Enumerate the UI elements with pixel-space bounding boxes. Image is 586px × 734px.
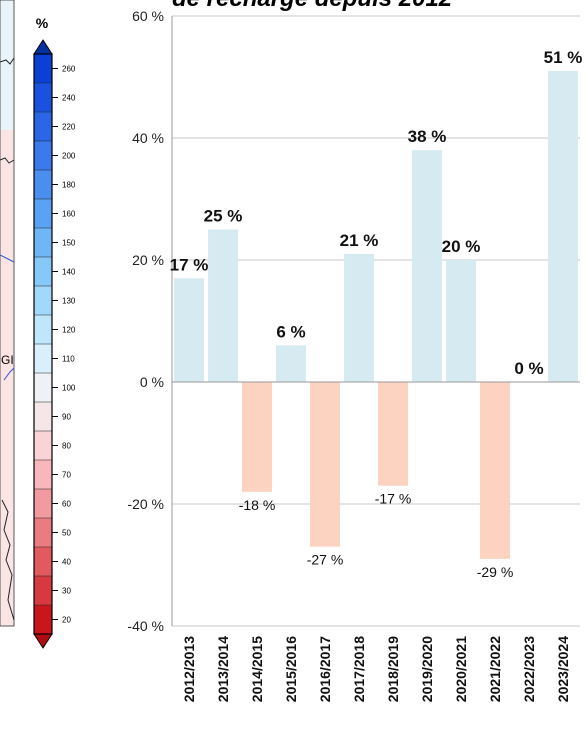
- colorbar-tick-label: 160: [62, 210, 76, 219]
- bar: [344, 253, 374, 382]
- map-strip-border: [0, 0, 15, 627]
- x-tick-label: 2018/2019: [385, 636, 401, 702]
- map-strip-top: [0, 0, 14, 130]
- colorbar-tick-label: 40: [62, 558, 71, 567]
- colorbar-unit: %: [36, 15, 49, 31]
- data-label: 51 %: [544, 48, 583, 67]
- data-label: 38 %: [408, 127, 447, 146]
- colorbar: GI% 260 240 220 200 180 160 150 140 130 120 110 100 9…: [0, 0, 76, 649]
- data-label: 17 %: [170, 255, 209, 274]
- colorbar-tick-label: 100: [62, 384, 76, 393]
- bar: [548, 70, 578, 383]
- x-tick-label: 2022/2023: [521, 636, 537, 702]
- x-tick-label: 2020/2021: [453, 636, 469, 702]
- map-label: GI: [1, 353, 14, 367]
- colorbar-tick-label: 180: [62, 181, 76, 190]
- colorbar-tick-label: 70: [62, 471, 71, 480]
- data-label: 6 %: [276, 322, 305, 341]
- map-strip: [0, 0, 14, 626]
- data-label: -17 %: [375, 491, 412, 507]
- bar: [242, 382, 272, 492]
- colorbar-tick-label: 90: [62, 413, 71, 422]
- x-tick-label: 2023/2024: [555, 636, 571, 702]
- colorbar-tick-label: 150: [62, 239, 76, 248]
- x-tick-label: 2014/2015: [249, 636, 265, 702]
- bar: [208, 229, 238, 382]
- x-tick-label: 2015/2016: [283, 636, 299, 702]
- x-tick-label: 2019/2020: [419, 636, 435, 702]
- data-label: 0 %: [514, 359, 543, 378]
- colorbar-frame: [33, 53, 53, 635]
- map-river: [0, 254, 15, 263]
- bar: [310, 382, 340, 547]
- colorbar-tick-label: 140: [62, 268, 76, 277]
- data-label: 25 %: [204, 207, 243, 226]
- data-label: 20 %: [442, 237, 481, 256]
- data-label: 21 %: [340, 231, 379, 250]
- y-tick-label: -20 %: [127, 496, 164, 512]
- y-tick-label: 40 %: [132, 130, 164, 146]
- colorbar-tick-label: 220: [62, 123, 76, 132]
- colorbar-tick-label: 260: [62, 65, 76, 74]
- colorbar-tick-label: 200: [62, 152, 76, 161]
- colorbar-tick-label: 240: [62, 94, 76, 103]
- bar: [446, 260, 476, 382]
- colorbar-tick-label: 80: [62, 442, 71, 451]
- data-label: -18 %: [239, 497, 276, 513]
- x-tick-label: 2013/2014: [215, 636, 231, 702]
- map-river: [3, 367, 15, 381]
- x-tick-label: 2012/2013: [181, 636, 197, 702]
- bar: [276, 345, 306, 382]
- colorbar-tick-label: 120: [62, 326, 76, 335]
- y-tick-label: 20 %: [132, 252, 164, 268]
- data-label: -29 %: [477, 564, 514, 580]
- bar: [480, 382, 510, 559]
- x-tick-label: 2017/2018: [351, 636, 367, 702]
- bar: [412, 150, 442, 382]
- bar: [174, 278, 204, 382]
- map-coastline: [1, 499, 15, 621]
- colorbar-tick-label: 20: [62, 616, 71, 625]
- colorbar-tick-label: 110: [62, 355, 75, 364]
- data-label: -27 %: [307, 552, 344, 568]
- y-tick-label: 60 %: [132, 8, 164, 24]
- colorbar-panel: GI% 260 240 220 200 180 160 150 140 130 120 110 100 9…: [0, 0, 110, 729]
- x-tick-label: 2021/2022: [487, 636, 503, 702]
- y-tick-label: 0 %: [140, 374, 164, 390]
- chart-title-fragment: de recharge depuis 2012: [172, 0, 453, 12]
- colorbar-tick-label: 60: [62, 500, 71, 509]
- colorbar-tick-label: 30: [62, 587, 71, 596]
- colorbar-tick-label: 130: [62, 297, 76, 306]
- map-outline: [0, 157, 15, 164]
- bar: [378, 382, 408, 486]
- map-outline: [0, 57, 15, 65]
- y-tick-label: -40 %: [127, 618, 164, 634]
- x-tick-label: 2016/2017: [317, 636, 333, 702]
- colorbar-tick-label: 50: [62, 529, 71, 538]
